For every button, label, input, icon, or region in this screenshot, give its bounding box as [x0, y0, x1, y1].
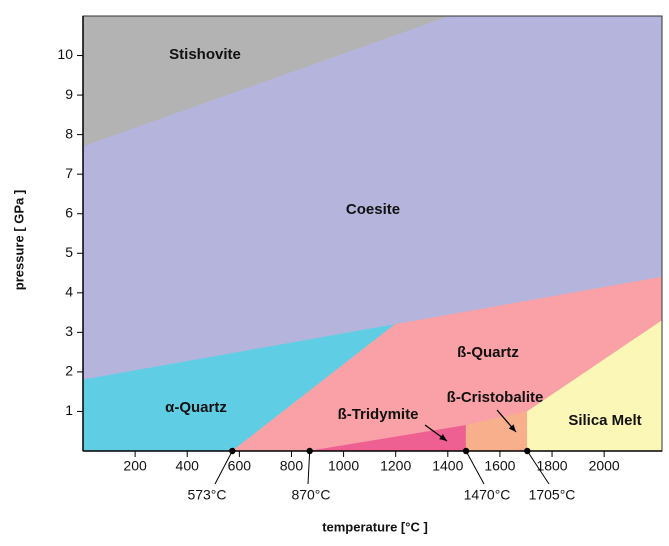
annotation-label: 1470°C	[464, 487, 511, 503]
transition-point	[229, 447, 236, 455]
region-label: Stishovite	[169, 46, 241, 63]
transition-point	[306, 447, 313, 455]
annotation-label: 1705°C	[529, 487, 576, 503]
x-tick-label: 200	[123, 458, 147, 474]
y-tick-label: 2	[65, 363, 73, 379]
y-tick-label: 8	[65, 125, 73, 141]
arrow-head	[508, 424, 516, 432]
y-tick-label: 4	[65, 284, 73, 300]
region-label: ß-Quartz	[457, 344, 519, 361]
region-label: ß-Cristobalite	[447, 389, 544, 406]
x-tick-label: 800	[280, 458, 304, 474]
region-label: Coesite	[346, 201, 400, 218]
region-label: α-Quartz	[165, 399, 227, 416]
annotation-leader	[526, 450, 550, 485]
regions	[82, 15, 663, 452]
y-tick-label: 6	[65, 204, 73, 220]
x-tick-label: 400	[176, 458, 200, 474]
annotation-leader	[214, 450, 233, 485]
labels: Stishovite Coesite α-Quartz ß-Quartz ß-Tridy…	[165, 46, 642, 442]
x-tick-label: 1200	[380, 458, 411, 474]
x-tick-label: 1600	[484, 458, 515, 474]
y-tick-label: 10	[57, 46, 73, 62]
x-tick-label: 1400	[432, 458, 463, 474]
arrow-head	[439, 434, 447, 441]
x-tick-label: 1000	[328, 458, 359, 474]
annotation-leader	[307, 450, 311, 485]
x-tick-label: 600	[228, 458, 252, 474]
y-tick-label: 7	[65, 165, 73, 181]
y-tick-label: 9	[65, 86, 73, 102]
transition-point	[462, 447, 470, 455]
region-label: ß-Tridymite	[338, 406, 419, 423]
x-tick-label: 1800	[536, 458, 567, 474]
y-tick-label: 5	[65, 244, 73, 260]
annotation-label: 573°C	[187, 487, 226, 503]
x-axis-title: temperature [°C ]	[322, 519, 428, 534]
x-tick-label: 2000	[589, 458, 620, 474]
y-tick-label: 1	[65, 402, 73, 418]
region-label: Silica Melt	[568, 412, 641, 429]
transition-point	[524, 447, 531, 455]
annotation-leader	[465, 450, 485, 485]
annotation-label: 870°C	[291, 487, 330, 503]
y-axis-title: pressure [ GPa ]	[11, 190, 26, 290]
y-tick-label: 3	[65, 323, 73, 339]
